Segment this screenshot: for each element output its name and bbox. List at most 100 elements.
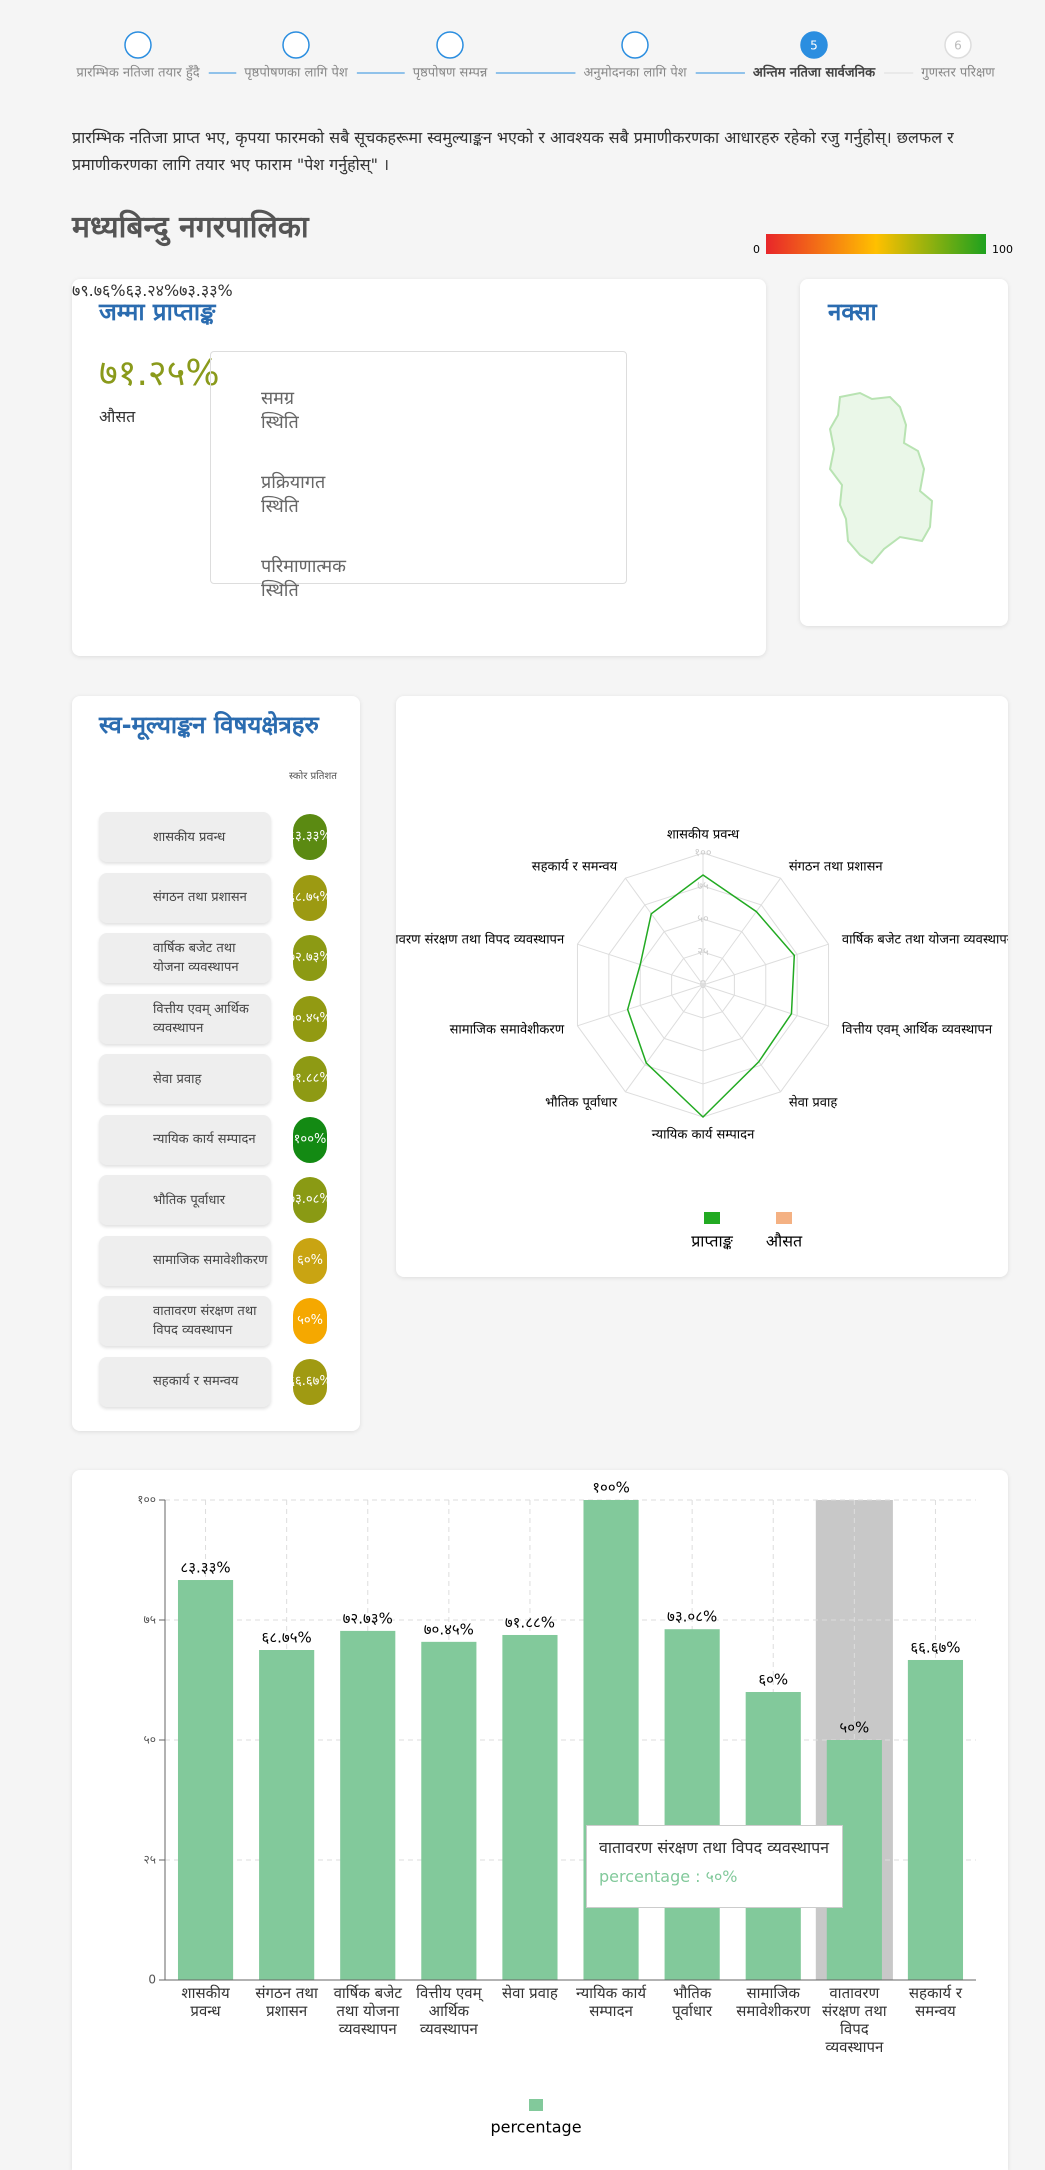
domain-item: सहकार्य र समन्वय — [99, 1356, 271, 1407]
spoke — [702, 984, 829, 1027]
bar-value-label: ८३.३३% — [180, 1559, 230, 1577]
bar-chart: 0 २५ ५० ७५ १०० ८३.३३% ६८.७५% ७२.७३% ७०.४५% ७१.८८%… — [137, 1479, 976, 2137]
domain-score: ५०% — [293, 1298, 327, 1344]
domain-score: ७३.०८% — [293, 1177, 327, 1223]
step-label: पृष्ठपोषण सम्पन्न — [413, 65, 488, 81]
step-label: गुणस्तर परिक्षण — [921, 65, 995, 81]
domain-label: सामाजिक समावेशीकरण — [153, 1253, 268, 1268]
x-tick-label: सहकार्य र समन्वय — [908, 1984, 962, 2020]
domain-score: ८३.३३% — [293, 814, 327, 860]
axis-label: न्यायिक कार्य सम्पादन — [652, 1127, 755, 1143]
radar-card: 0२५५०७५१००शासकीय प्रवन्धसंगठन तथा प्रशास… — [396, 696, 1008, 1277]
domain-score: ७०.४५% — [293, 995, 327, 1042]
bar-value-label: ७१.८८% — [505, 1613, 555, 1631]
x-tick-label: वातावरण संरक्षण तथा विपद व्यवस्थापन — [822, 1984, 887, 2056]
card-title: स्व-मूल्याङ्कन विषयक्षेत्रहरु — [99, 711, 319, 739]
page-title: मध्यबिन्दु नगरपालिका — [72, 210, 309, 245]
x-tick-label: वार्षिक बजेट तथा योजना व्यवस्थापन — [333, 1984, 402, 2038]
spoke — [577, 984, 704, 1027]
x-tick-label: न्यायिक कार्य सम्पादन — [576, 1984, 647, 2020]
scale-gradient — [766, 234, 986, 254]
domain-score: ६६.६७% — [293, 1358, 327, 1405]
axis-label: वार्षिक बजेट तथा योजना व्यवस्थापन — [842, 931, 1008, 947]
bar — [177, 1580, 234, 1980]
domain-item: वार्षिक बजेट तथा योजना व्यवस्थापन — [99, 933, 271, 983]
domain-label: शासकीय प्रवन्ध — [153, 829, 226, 845]
map — [828, 391, 934, 565]
domain-item: सामाजिक समावेशीकरण — [99, 1235, 271, 1286]
status-bars: ७९.७६%६३.२४%७३.३३% — [72, 279, 233, 301]
tooltip-title: वातावरण संरक्षण तथा विपद व्यवस्थापन — [599, 1838, 830, 1857]
legend-swatch — [529, 2099, 543, 2111]
bar-value-label: ६०% — [758, 1671, 788, 1689]
domain-item: सेवा प्रवाह — [99, 1054, 271, 1104]
status-label: प्रक्रियागत स्थिति — [261, 472, 326, 517]
bar — [907, 1659, 964, 1980]
scale-max: 100 — [992, 243, 1013, 256]
bar — [421, 1641, 477, 1980]
domain-item: शासकीय प्रवन्ध — [99, 812, 271, 862]
bar-value-label: १००% — [592, 1479, 630, 1497]
legend-swatch — [704, 1212, 720, 1224]
domain-label: सहकार्य र समन्वय — [153, 1374, 239, 1389]
spoke — [625, 877, 704, 986]
domain-item: वातावरण संरक्षण तथा विपद व्यवस्थापन — [99, 1296, 271, 1346]
x-tick-label: वित्तीय एवम् आर्थिक व्यवस्थापन — [416, 1984, 482, 2038]
domain-score: ६८.७५% — [293, 874, 327, 921]
step-number: 6 — [954, 39, 962, 53]
tooltip-series: percentage — [599, 1867, 691, 1886]
legend-label: प्राप्ताङ्क — [691, 1232, 733, 1251]
domain-score: ७१.८८% — [293, 1056, 327, 1102]
spoke — [702, 877, 781, 986]
status-label: परिमाणात्मक स्थिति — [261, 556, 346, 601]
axis-label: सेवा प्रवाह — [789, 1095, 839, 1111]
axis-label: सहकार्य र समन्वय — [532, 858, 618, 874]
domain-item: भौतिक पूर्वाधार — [99, 1175, 271, 1225]
domain-item: वित्तीय एवम् आर्थिक व्यवस्थापन — [99, 993, 271, 1044]
y-tick-label: ५० — [144, 1733, 156, 1747]
legend-label: औसत — [766, 1232, 803, 1251]
domain-item: न्यायिक कार्य सम्पादन — [99, 1114, 271, 1165]
status-value: ७३.३३% — [179, 281, 233, 300]
stepper: प्रारम्भिक नतिजा तयार हुँदै पृष्ठपोषणका ल… — [76, 31, 995, 82]
bar-card: 0 २५ ५० ७५ १०० ८३.३३% ६८.७५% ७२.७३% ७०.४५% ७१.८८%… — [72, 1470, 1008, 2170]
step-circle — [436, 31, 464, 59]
x-tick-label: सेवा प्रवाह — [502, 1984, 558, 2002]
score-header: स्कोर प्रतिशत — [289, 771, 337, 782]
bar — [259, 1650, 315, 1980]
step-circle — [282, 31, 310, 59]
y-tick-label: २५ — [144, 1853, 156, 1867]
radar-line — [626, 874, 796, 1119]
x-tick-label: सामाजिक समावेशीकरण — [736, 1984, 811, 2020]
step-label: अनुमोदनका लागि पेश — [583, 65, 687, 81]
bar-value-label: ७३.०८% — [667, 1608, 717, 1626]
domains-card: स्व-मूल्याङ्कन विषयक्षेत्रहरु स्कोर प्रत… — [72, 696, 360, 1431]
domain-label: संगठन तथा प्रशासन — [153, 890, 247, 905]
status-label: समग्र स्थिति — [261, 388, 299, 433]
spoke — [702, 943, 829, 986]
scale-min: 0 — [753, 243, 760, 256]
axis-label: वातावरण संरक्षण तथा विपद व्यवस्थापन — [396, 931, 565, 947]
map-shape — [828, 391, 934, 565]
status-box — [210, 351, 627, 584]
x-tick-label: शासकीय प्रवन्ध — [181, 1984, 230, 2020]
y-tick-label: १०० — [137, 1493, 156, 1507]
domain-label: सेवा प्रवाह — [153, 1071, 202, 1087]
domain-label: वार्षिक बजेट तथा योजना व्यवस्थापन — [153, 941, 239, 975]
step-circle — [124, 31, 152, 59]
score-label: औसत — [99, 407, 136, 426]
axis-label: भौतिक पूर्वाधार — [545, 1095, 618, 1111]
y-tick-label: 0 — [148, 1973, 156, 1987]
tooltip: वातावरण संरक्षण तथा विपद व्यवस्थापन perce… — [586, 1825, 843, 1908]
x-tick-label: भौतिक पूर्वाधार — [672, 1984, 713, 2020]
map-card: नक्सा — [800, 279, 1008, 626]
tooltip-row: percentage : ५०% — [599, 1867, 738, 1886]
step-number: 5 — [810, 39, 818, 53]
domain-item: संगठन तथा प्रशासन — [99, 872, 271, 923]
domain-label: वातावरण संरक्षण तथा विपद व्यवस्थापन — [153, 1304, 257, 1338]
status-value: ६३.२४% — [125, 281, 180, 300]
total-score: ७१.२५% — [99, 353, 220, 394]
bar-value-label: ५०% — [839, 1719, 869, 1737]
bar-value-label: ६६.६७% — [910, 1638, 960, 1656]
